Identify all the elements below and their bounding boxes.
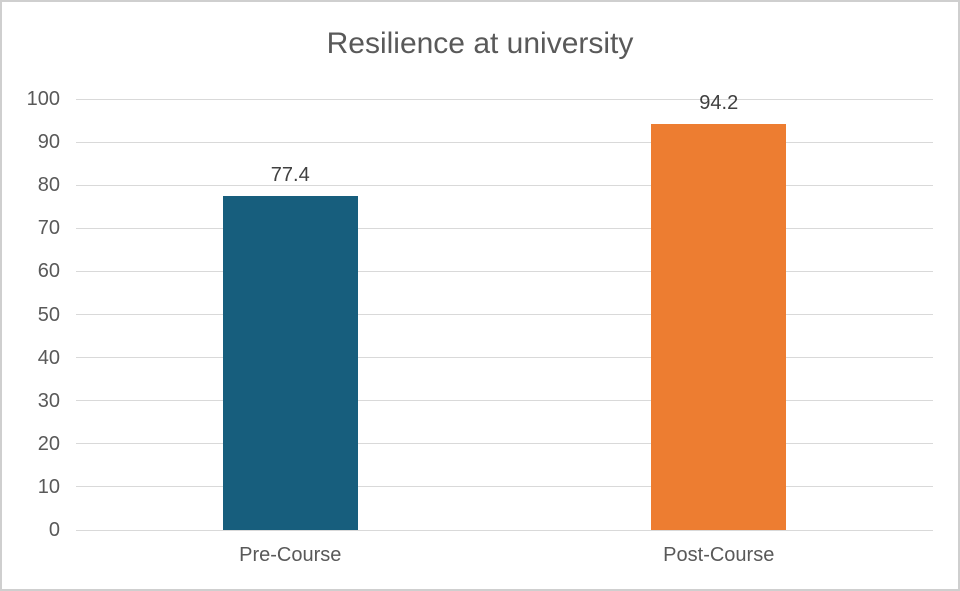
gridline-20 <box>76 443 933 445</box>
y-tick-label-20: 20 <box>37 432 60 455</box>
gridline-30 <box>76 400 933 402</box>
y-tick-label-60: 60 <box>37 260 60 283</box>
x-tick-label-pre-course: Pre-Course <box>239 544 342 566</box>
gridline-100 <box>76 98 933 100</box>
gridline-70 <box>76 227 933 229</box>
y-tick-label-50: 50 <box>37 303 60 326</box>
y-tick-label-40: 40 <box>37 346 60 369</box>
bar-post-course <box>651 124 787 530</box>
y-tick-label-70: 70 <box>37 217 60 240</box>
data-label-pre-course: 77.4 <box>270 164 310 187</box>
x-axis-labels: Pre-Course Post-Course <box>76 543 933 569</box>
data-label-post-course: 94.2 <box>699 92 739 114</box>
chart-title: Resilience at university <box>326 27 634 60</box>
y-tick-label-80: 80 <box>37 174 60 197</box>
gridline-80 <box>76 184 933 186</box>
gridline-50 <box>76 314 933 315</box>
y-axis-labels: 0 10 20 30 40 50 60 70 80 90 100 <box>2 88 60 541</box>
gridline-40 <box>76 357 933 359</box>
plot-area: 77.4 94.2 <box>76 92 933 531</box>
y-tick-label-10: 10 <box>37 475 60 498</box>
y-tick-label-100: 100 <box>26 88 60 110</box>
gridline-10 <box>76 486 933 488</box>
y-tick-label-0: 0 <box>48 519 60 541</box>
y-tick-label-90: 90 <box>37 131 60 154</box>
x-tick-label-post-course: Post-Course <box>663 544 775 566</box>
gridline-0 <box>76 529 933 531</box>
bar-pre-course <box>222 196 358 530</box>
gridline-90 <box>76 141 933 143</box>
y-tick-label-30: 30 <box>37 389 60 412</box>
gridline-60 <box>76 270 933 272</box>
